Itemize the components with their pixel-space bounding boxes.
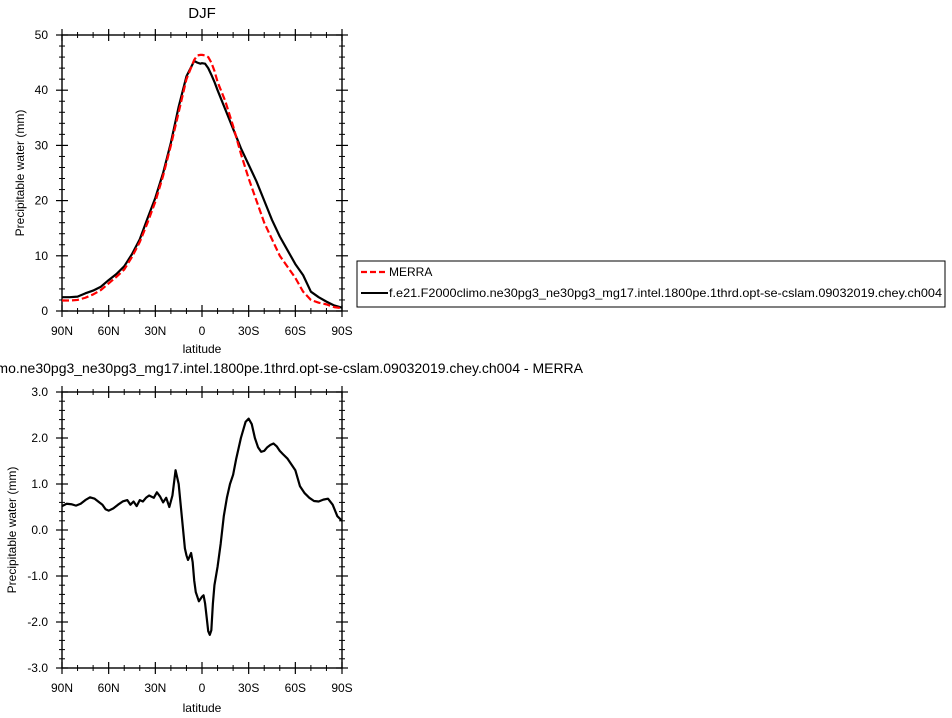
- y-tick-label: 50: [35, 28, 49, 42]
- x-tick-label: 90S: [331, 681, 352, 695]
- y-tick-label: 20: [35, 194, 49, 208]
- series-line-merra: [62, 53, 343, 310]
- top-series-lines: [62, 53, 343, 310]
- y-tick-label: 0: [41, 304, 48, 318]
- bottom-x-axis-label: latitude: [183, 701, 222, 715]
- bottom-tick-marks: 90N 60N 30N 0 30S 60S 90S -3.0 -2.0 -1.0 0.0 1.0 2.0…: [27, 385, 352, 695]
- x-tick-label: 60N: [98, 324, 120, 338]
- x-tick-label: 30N: [144, 681, 166, 695]
- x-tick-label: 60N: [98, 681, 120, 695]
- x-tick-label: 90S: [331, 324, 352, 338]
- x-tick-label: 0: [199, 324, 206, 338]
- bottom-plot-frame: [61, 391, 343, 669]
- x-tick-label: 30N: [144, 324, 166, 338]
- x-tick-label: 30S: [238, 324, 259, 338]
- legend-label-merra: MERRA: [389, 265, 432, 279]
- y-tick-label: 40: [35, 83, 49, 97]
- top-x-axis-label: latitude: [183, 342, 222, 356]
- bottom-chart-title: f.e21.F2000climo.ne30pg3_ne30pg3_mg17.in…: [0, 360, 584, 376]
- x-tick-label: 90N: [51, 324, 73, 338]
- x-tick-label: 30S: [238, 681, 259, 695]
- y-tick-label: -1.0: [27, 569, 48, 583]
- y-tick-label: -3.0: [27, 661, 48, 675]
- bottom-y-axis-label: Precipitable water (mm): [5, 467, 19, 594]
- series-line-model: [62, 59, 343, 309]
- x-tick-label: 60S: [285, 324, 306, 338]
- legend-box: [356, 260, 946, 308]
- y-tick-label: -2.0: [27, 615, 48, 629]
- x-tick-label: 90N: [51, 681, 73, 695]
- bottom-series-lines: [61, 417, 343, 636]
- y-tick-label: 0.0: [31, 523, 48, 537]
- bottom-chart: f.e21.F2000climo.ne30pg3_ne30pg3_mg17.in…: [0, 360, 584, 715]
- y-tick-label: 30: [35, 138, 49, 152]
- top-chart: DJF 90N 60N 30N 0 30S 60S 90S 0 10 20 30 40 50 latit…: [13, 5, 353, 356]
- legend-label-model: f.e21.F2000climo.ne30pg3_ne30pg3_mg17.in…: [389, 286, 942, 300]
- top-y-axis-label: Precipitable water (mm): [13, 110, 27, 237]
- y-tick-label: 2.0: [31, 431, 48, 445]
- top-chart-title: DJF: [188, 5, 216, 22]
- y-tick-label: 1.0: [31, 477, 48, 491]
- series-line-difference: [61, 417, 343, 636]
- y-tick-label: 10: [35, 249, 49, 263]
- top-tick-marks: 90N 60N 30N 0 30S 60S 90S 0 10 20 30 40 50: [35, 28, 353, 338]
- x-tick-label: 60S: [285, 681, 306, 695]
- x-tick-label: 0: [199, 681, 206, 695]
- legend: MERRA f.e21.F2000climo.ne30pg3_ne30pg3_m…: [356, 260, 946, 308]
- y-tick-label: 3.0: [31, 385, 48, 399]
